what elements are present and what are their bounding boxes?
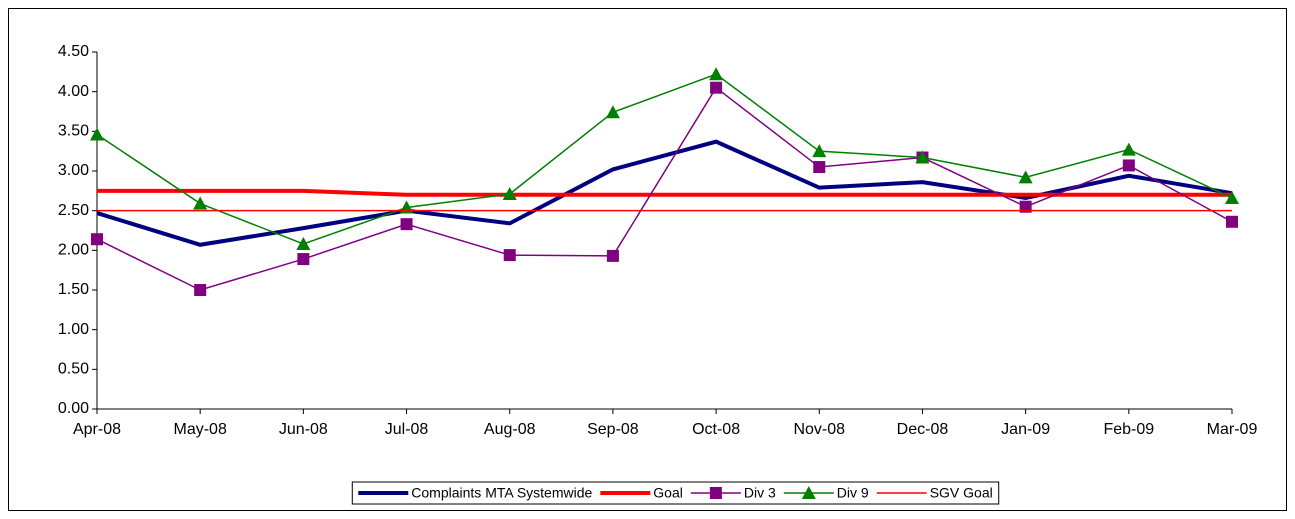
y-tick-label: 4.00 xyxy=(58,83,89,100)
marker xyxy=(1121,142,1136,156)
x-tick-label: Sep-08 xyxy=(587,421,639,438)
x-tick-label: May-08 xyxy=(174,421,227,438)
legend-item: Div 9 xyxy=(783,485,869,501)
marker xyxy=(605,105,620,119)
marker xyxy=(194,284,207,296)
marker xyxy=(1225,190,1239,204)
x-tick-label: Jul-08 xyxy=(385,421,429,438)
marker xyxy=(90,127,104,141)
marker xyxy=(193,196,208,210)
legend-item: Div 3 xyxy=(690,485,776,501)
marker xyxy=(709,487,722,499)
marker xyxy=(91,233,103,246)
marker xyxy=(502,187,517,201)
x-tick-label: Jan-09 xyxy=(1001,421,1050,438)
marker xyxy=(813,161,826,174)
marker xyxy=(801,486,816,499)
legend-label: Div 9 xyxy=(837,485,869,501)
marker xyxy=(710,81,723,94)
y-tick-label: 2.00 xyxy=(58,242,89,259)
legend-label: Goal xyxy=(653,485,683,501)
marker xyxy=(812,144,827,158)
x-tick-label: Dec-08 xyxy=(897,421,949,438)
y-tick-label: 0.50 xyxy=(58,361,89,378)
marker xyxy=(1226,215,1238,228)
series-line xyxy=(97,188,1232,197)
y-tick-label: 4.50 xyxy=(58,43,89,60)
x-tick-label: Nov-08 xyxy=(793,421,845,438)
marker xyxy=(1122,159,1135,172)
y-tick-label: 1.50 xyxy=(58,281,89,298)
legend-item: Goal xyxy=(600,485,683,501)
y-tick-label: 2.50 xyxy=(58,202,89,219)
legend-label: SGV Goal xyxy=(930,485,993,501)
legend-item: SGV Goal xyxy=(876,485,993,501)
series-line xyxy=(96,73,1233,245)
y-tick-label: 3.00 xyxy=(58,162,89,179)
x-tick-label: Aug-08 xyxy=(484,421,536,438)
marker xyxy=(503,249,516,262)
marker xyxy=(1018,170,1033,184)
legend-label: Complaints MTA Systemwide xyxy=(411,485,592,501)
marker xyxy=(297,253,310,266)
x-tick-label: Apr-08 xyxy=(73,421,121,438)
x-tick-label: Feb-09 xyxy=(1103,421,1154,438)
legend-item: Complaints MTA Systemwide xyxy=(358,485,593,501)
y-tick-label: 1.00 xyxy=(58,321,89,338)
legend-label: Div 3 xyxy=(744,485,776,501)
y-tick-label: 0.00 xyxy=(58,400,89,417)
x-tick-label: Oct-08 xyxy=(692,421,740,438)
x-tick-label: Mar-09 xyxy=(1207,421,1258,438)
marker xyxy=(400,218,413,231)
chart-border xyxy=(8,8,1287,511)
marker xyxy=(915,150,930,164)
x-tick-label: Jun-08 xyxy=(279,421,328,438)
legend: Complaints MTA Systemwide Goal Div 3 Div 9 S… xyxy=(351,481,1000,505)
marker xyxy=(296,236,311,250)
marker xyxy=(709,67,724,81)
series-line xyxy=(96,86,1233,291)
y-tick-label: 3.50 xyxy=(58,123,89,140)
marker xyxy=(1019,200,1032,213)
marker xyxy=(606,249,619,262)
legend-box xyxy=(351,481,1000,505)
